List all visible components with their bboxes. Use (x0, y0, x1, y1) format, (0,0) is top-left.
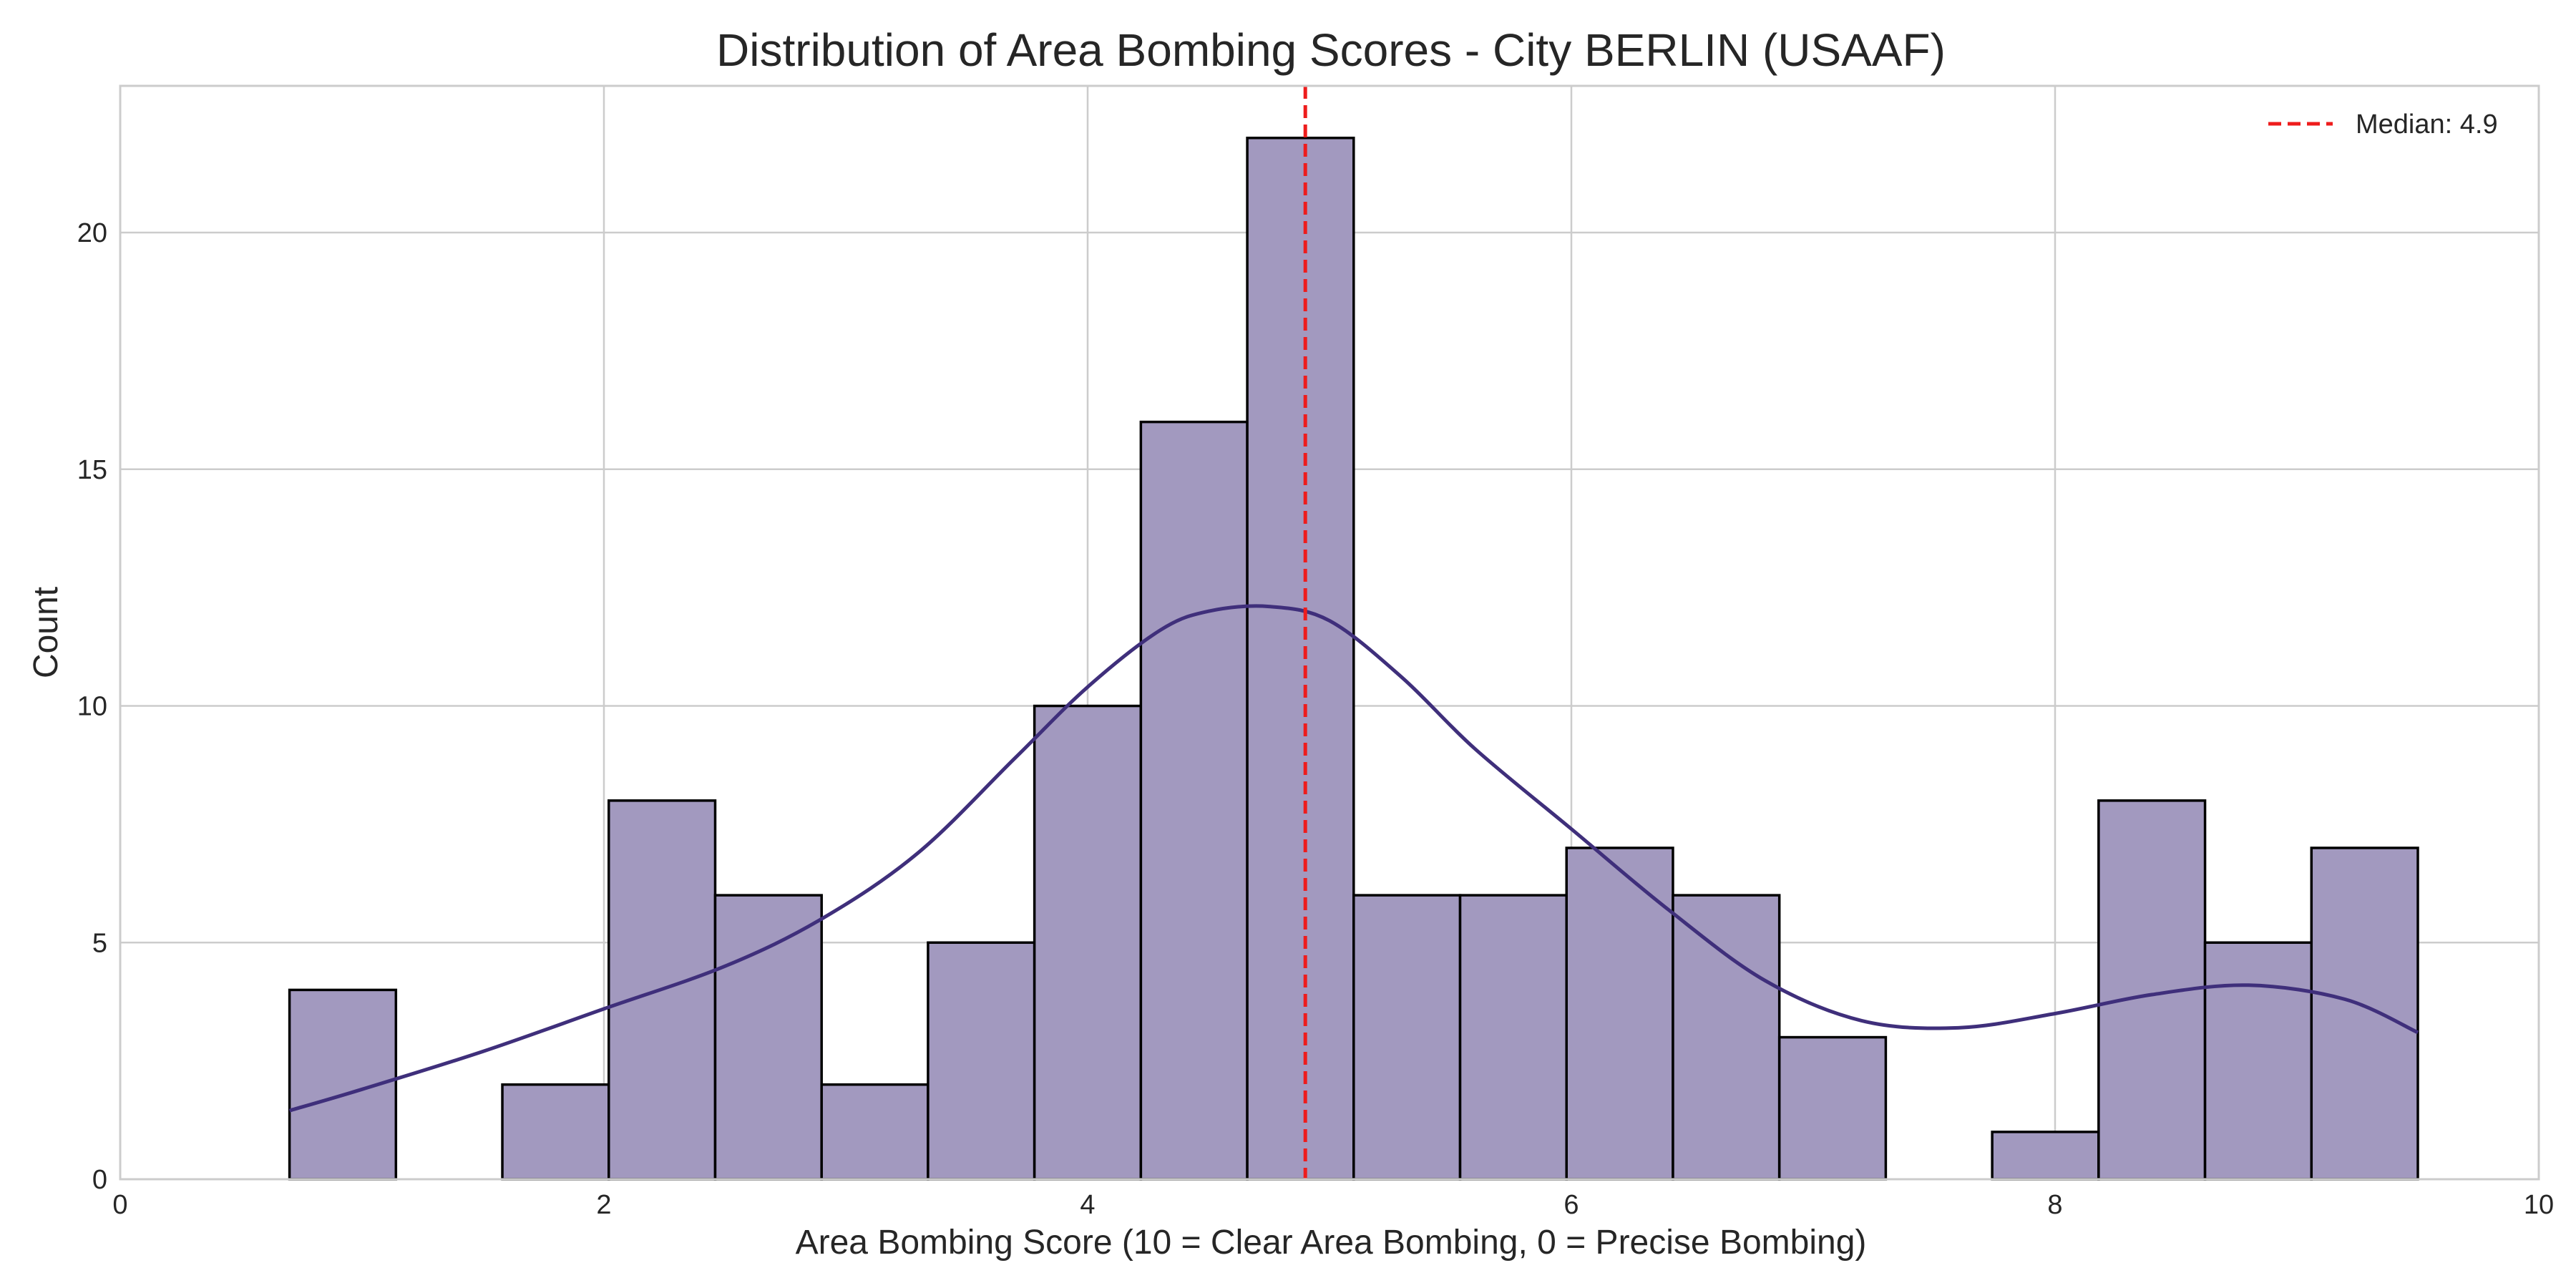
histogram-bar (820, 1083, 930, 1181)
histogram-bar (927, 941, 1036, 1181)
x-tick-label: 8 (2047, 1190, 2062, 1220)
axes-frame (119, 84, 2540, 1181)
y-axis-label: Count (27, 587, 65, 678)
legend: Median: 4.9 (2245, 93, 2532, 155)
x-axis-label: Area Bombing Score (10 = Clear Area Bomb… (796, 1224, 1867, 1262)
histogram-bar (713, 894, 823, 1181)
histogram-bar (1565, 847, 1674, 1181)
chart-title: Distribution of Area Bombing Scores - Ci… (716, 24, 1946, 76)
histogram-bar (1672, 894, 1781, 1181)
histogram-bar (1777, 1035, 1888, 1181)
histogram-bar (1991, 1131, 2100, 1181)
x-tick-label: 2 (596, 1190, 611, 1220)
histogram-bar (501, 1083, 610, 1181)
x-tick-label: 10 (2524, 1190, 2554, 1220)
histogram-bar (1458, 894, 1568, 1181)
plot-area: 0 2 4 6 8 10 0 5 10 15 20 (77, 84, 2554, 1220)
histogram-bar (1352, 894, 1462, 1181)
kde-curve (288, 604, 2419, 1113)
x-tick-label: 0 (112, 1190, 127, 1220)
x-tick-label: 6 (1563, 1190, 1579, 1220)
legend-median-label: Median: 4.9 (2356, 109, 2498, 140)
histogram-bar (1033, 704, 1143, 1181)
y-tick-label: 5 (92, 928, 107, 958)
y-tick-label: 0 (92, 1165, 107, 1195)
histogram-bar (1139, 420, 1249, 1181)
x-tick-label: 4 (1080, 1190, 1095, 1220)
histogram-bar (1246, 137, 1355, 1181)
y-tick-label: 20 (77, 218, 107, 248)
histogram-bar (2203, 941, 2313, 1181)
histogram-bar (2310, 847, 2419, 1181)
y-tick-label: 15 (77, 455, 107, 485)
y-tick-label: 10 (77, 692, 107, 722)
